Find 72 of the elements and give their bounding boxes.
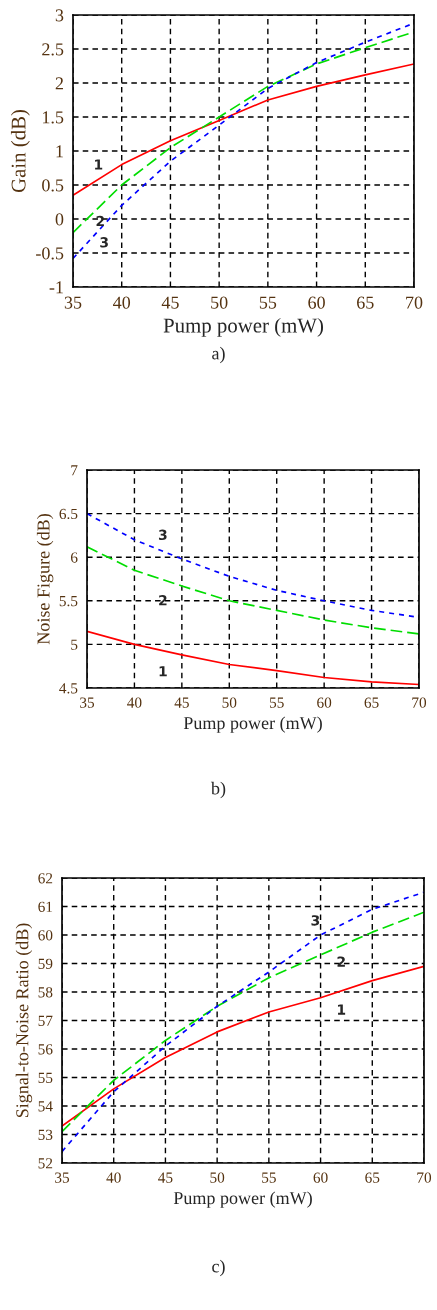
text: c) — [212, 1259, 225, 1277]
text: b) — [210, 781, 226, 799]
y-tick-label: 5.5 — [59, 596, 78, 607]
y-tick-label: 55 — [38, 1072, 53, 1083]
y-tick-label: 6.5 — [59, 508, 78, 520]
x-tick-label: 40 — [113, 296, 131, 309]
x-axis-title: Pump power (mW) — [173, 1191, 312, 1208]
y-tick-label: 2 — [55, 77, 63, 90]
y-axis-title: Gain (dB) — [10, 109, 30, 193]
y-tick-label: 60 — [38, 930, 53, 941]
y-tick-label: 0 — [55, 213, 64, 226]
y-tick-label: 59 — [38, 958, 53, 969]
x-tick-label: 55 — [269, 697, 284, 708]
x-tick-label: 40 — [127, 697, 142, 708]
y-tick-label: 57 — [38, 1015, 53, 1026]
y-tick-label: 1.5 — [42, 111, 64, 124]
series-label: 3 — [100, 237, 108, 248]
y-axis-title: Signal-to-Noise Ratio (dB) — [15, 923, 33, 1118]
y-tick-label: 4.5 — [59, 683, 78, 694]
y-tick-label: 53 — [38, 1129, 53, 1140]
y-tick-label: 0.5 — [42, 179, 64, 192]
x-tick-label: 65 — [357, 296, 374, 309]
x-tick-label: 45 — [161, 296, 179, 309]
x-tick-label: 40 — [106, 1172, 121, 1183]
y-tick-label: 58 — [38, 987, 53, 998]
x-tick-label: 35 — [55, 1172, 70, 1183]
x-tick-label: 50 — [210, 1172, 225, 1183]
y-axis-title: Noise Figure (dB) — [36, 514, 54, 645]
line-series — [62, 965, 424, 1127]
series-label: 2 — [337, 956, 345, 967]
series-label: 2 — [159, 595, 167, 606]
series-label: 2 — [96, 215, 104, 227]
y-tick-label: 61 — [38, 901, 53, 912]
y-tick-label: 1 — [56, 145, 63, 158]
y-tick-label: 62 — [38, 873, 53, 884]
series-label: 1 — [95, 159, 103, 170]
x-tick-label: 70 — [406, 296, 423, 309]
y-tick-label: -1 — [49, 281, 63, 294]
x-tick-label: 60 — [317, 697, 332, 708]
x-tick-label: 70 — [417, 1172, 432, 1183]
x-tick-label: 60 — [313, 1172, 328, 1183]
x-tick-label: 60 — [308, 296, 325, 309]
line-series — [62, 911, 424, 1133]
x-tick-label: 70 — [412, 697, 427, 708]
series-label: 3 — [311, 915, 320, 926]
x-axis-title: Pump power (mW) — [163, 317, 324, 337]
y-tick-label: 6 — [70, 552, 78, 563]
x-tick-label: 45 — [174, 697, 189, 708]
line-series — [87, 545, 419, 635]
x-axis-title: Pump power (mW) — [183, 716, 322, 733]
x-tick-label: 50 — [211, 296, 228, 309]
line-series — [73, 63, 414, 197]
y-tick-label: 3 — [55, 9, 64, 22]
x-tick-label: 65 — [364, 697, 379, 708]
x-tick-label: 55 — [262, 1172, 276, 1183]
x-tick-label: 35 — [64, 296, 82, 309]
x-tick-label: 50 — [222, 697, 237, 708]
series-label: 3 — [158, 529, 167, 541]
series-label: 1 — [159, 666, 167, 677]
x-tick-label: 55 — [259, 296, 277, 309]
text: a) — [212, 346, 225, 364]
y-tick-label: 52 — [38, 1158, 53, 1169]
y-tick-label: 2.5 — [42, 43, 64, 56]
x-tick-label: 45 — [158, 1172, 173, 1183]
y-tick-label: 56 — [38, 1044, 53, 1055]
y-tick-label: -0.5 — [36, 247, 64, 260]
y-tick-label: 54 — [38, 1101, 53, 1112]
x-tick-label: 35 — [80, 697, 95, 708]
y-tick-label: 7 — [71, 465, 78, 476]
series-label: 1 — [337, 1004, 346, 1015]
y-tick-label: 5 — [71, 639, 78, 650]
x-tick-label: 65 — [365, 1172, 380, 1183]
